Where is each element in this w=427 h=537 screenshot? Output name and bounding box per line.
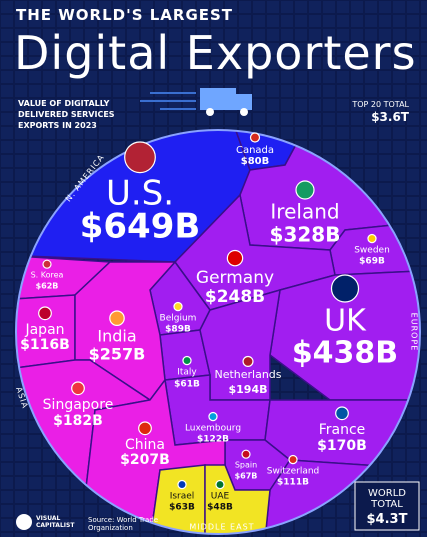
flag [215, 479, 225, 490]
flag [182, 355, 192, 366]
value-label: $182B [53, 413, 103, 429]
cell [149, 464, 206, 534]
country-name: Japan [24, 322, 64, 338]
flag [330, 274, 360, 303]
value-label: $80B [241, 156, 270, 167]
country-name: Sweden [354, 246, 390, 256]
country-name: Belgium [160, 314, 197, 324]
flag [295, 180, 315, 200]
flag [335, 406, 349, 421]
country-name: Italy [177, 368, 197, 378]
region-label: EUROPE [410, 313, 419, 352]
flag [42, 259, 52, 269]
country-name: Israel [170, 492, 195, 502]
country-name: Luxembourg [185, 424, 241, 434]
value-label: $257B [89, 345, 146, 364]
country-name: Spain [235, 461, 257, 470]
circle-outline [15, 129, 421, 535]
country-name: Canada [236, 145, 274, 156]
logo [16, 514, 32, 530]
value-label: $89B [165, 325, 191, 335]
country-name: UK [324, 304, 367, 339]
top20-value: $3.6T [371, 110, 409, 124]
value-label: $69B [359, 257, 385, 267]
value-label: $62B [36, 282, 59, 291]
flag [249, 132, 261, 143]
flag [138, 421, 152, 436]
country-name: Germany [196, 268, 274, 288]
flag [124, 141, 156, 174]
flag [71, 381, 85, 396]
flag [288, 454, 298, 465]
cell [79, 378, 226, 534]
value-label: $48B [207, 503, 233, 513]
country-name: Ireland [270, 200, 339, 224]
country-name: UAE [211, 492, 230, 502]
value-label: $67B [235, 472, 258, 481]
country-name: Singapore [43, 397, 114, 413]
value-label: $248B [205, 287, 265, 307]
world-total-label: WORLD TOTAL [368, 488, 406, 510]
brand: VISUAL CAPITALIST [36, 515, 75, 529]
value-label: $116B [20, 337, 70, 353]
subtitle: VALUE OF DIGITALLY DELIVERED SERVICES EX… [18, 99, 115, 130]
value-label: $61B [174, 380, 200, 390]
truck [140, 88, 252, 116]
country-name: U.S. [106, 174, 174, 214]
country-name: France [319, 422, 366, 438]
flag [241, 449, 251, 459]
value-label: $207B [120, 452, 170, 468]
country-name: India [97, 327, 136, 346]
country-name: S. Korea [31, 271, 64, 280]
flag [208, 411, 218, 422]
world-total-value: $4.3T [366, 512, 408, 527]
flag [177, 479, 187, 490]
source: Source: World Trade Organization [88, 516, 159, 532]
flag [173, 301, 183, 312]
flag [242, 355, 254, 367]
value-label: $170B [317, 438, 367, 454]
flag [109, 310, 125, 326]
flag [226, 249, 244, 267]
region-label: MIDDLE EAST [189, 523, 254, 532]
value-label: $194B [229, 383, 268, 396]
kicker: THE WORLD'S LARGEST [16, 6, 234, 24]
top20-label: TOP 20 TOTAL [352, 100, 409, 109]
world-total-box [354, 481, 420, 531]
flag [38, 306, 52, 321]
country-name: China [125, 437, 165, 453]
value-label: $438B [292, 336, 398, 371]
value-label: $122B [197, 435, 229, 445]
value-label: $111B [277, 478, 309, 488]
country-name: Netherlands [214, 368, 281, 381]
flag [367, 233, 377, 244]
value-label: $649B [80, 207, 201, 247]
value-label: $328B [270, 223, 341, 247]
value-label: $63B [169, 503, 195, 513]
title: Digital Exporters [14, 26, 417, 80]
country-name: Switzerland [267, 467, 320, 477]
